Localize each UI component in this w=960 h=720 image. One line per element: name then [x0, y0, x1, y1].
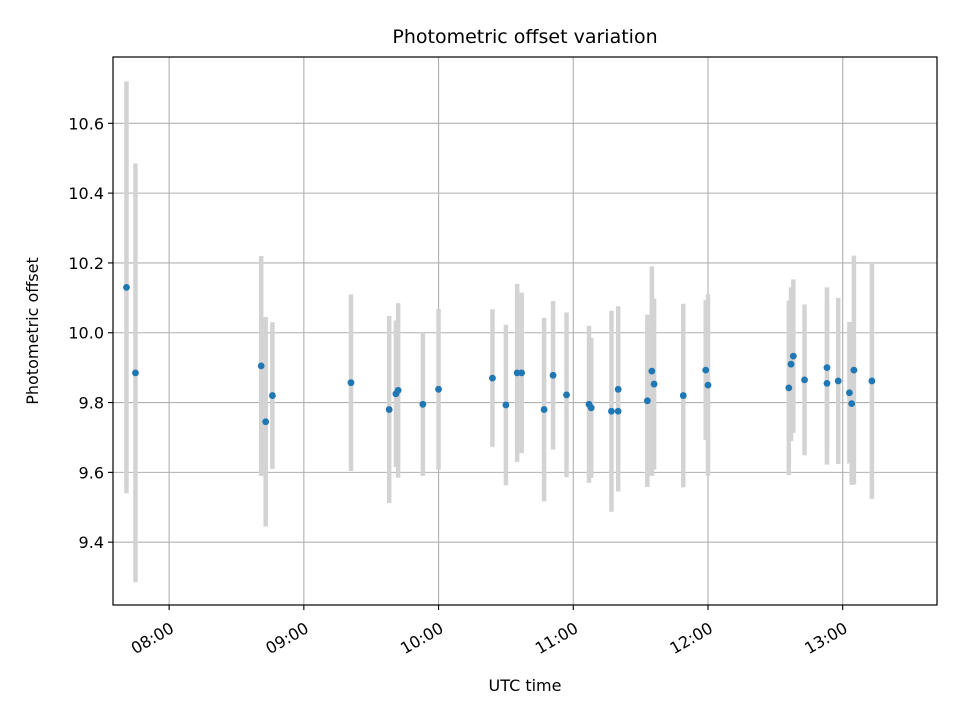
data-point — [347, 379, 355, 387]
data-point — [823, 364, 831, 372]
plot-frame — [112, 56, 938, 606]
data-point — [704, 381, 712, 389]
data-point — [823, 379, 831, 387]
data-point — [848, 400, 856, 408]
data-point — [614, 407, 622, 415]
data-point — [650, 380, 658, 388]
y-axis-label: Photometric offset — [23, 257, 42, 405]
chart-title: Photometric offset variation — [392, 26, 657, 48]
data-point — [614, 385, 622, 393]
data-point — [648, 367, 656, 375]
data-point — [801, 376, 808, 384]
data-point — [540, 406, 548, 413]
data-point — [868, 377, 876, 385]
data-point — [435, 385, 442, 393]
data-point — [394, 386, 402, 394]
data-point — [419, 400, 427, 408]
data-point — [563, 391, 570, 399]
y-tick-label: 9.4 — [79, 533, 104, 552]
data-point — [132, 369, 139, 377]
data-point — [608, 407, 615, 415]
y-tick-label: 10.0 — [68, 324, 104, 343]
y-tick-label: 10.2 — [68, 254, 104, 273]
data-point — [789, 352, 797, 360]
data-point — [549, 371, 557, 379]
data-point — [123, 283, 130, 291]
x-axis-label: UTC time — [489, 676, 562, 695]
data-point — [502, 401, 510, 409]
data-point — [518, 369, 526, 377]
data-point — [262, 418, 270, 426]
data-point — [850, 366, 858, 374]
data-point — [785, 384, 793, 392]
data-point — [834, 377, 842, 385]
y-tick-label: 9.6 — [79, 463, 104, 482]
y-tick-label: 10.6 — [68, 114, 104, 133]
data-point — [489, 374, 496, 382]
data-point — [269, 392, 276, 399]
point-layer — [123, 283, 876, 426]
y-tick-label: 9.8 — [79, 394, 104, 413]
data-point — [643, 397, 651, 405]
data-point — [257, 362, 265, 370]
data-point — [679, 392, 687, 399]
data-point — [702, 366, 710, 374]
data-point — [846, 389, 853, 397]
data-point — [787, 360, 795, 368]
grid-layer — [113, 57, 937, 605]
data-point — [385, 406, 393, 413]
data-point — [587, 404, 595, 412]
y-tick-label: 10.4 — [68, 184, 104, 203]
